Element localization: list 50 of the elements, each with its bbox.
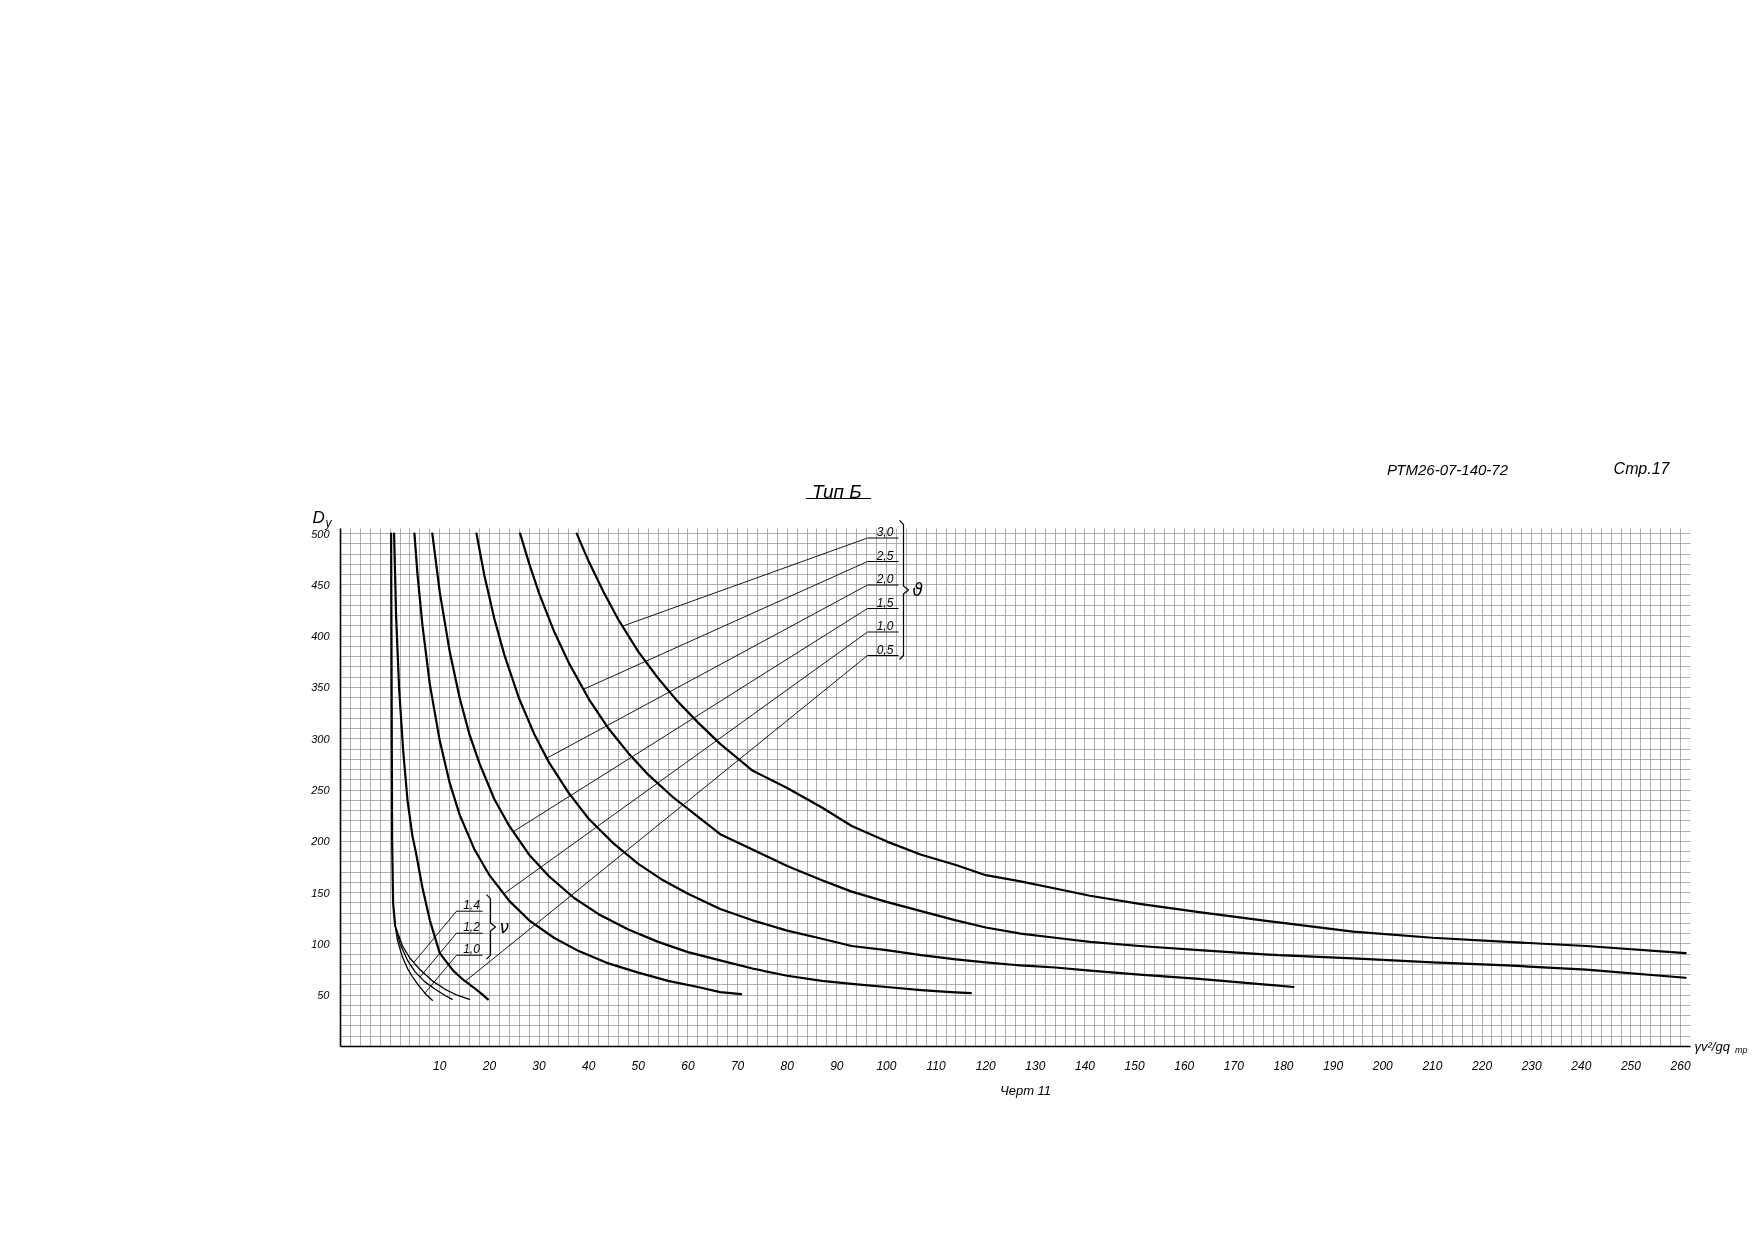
x-tick-label: 210 — [1421, 1058, 1443, 1073]
text: Стр.17 — [1613, 460, 1671, 477]
x-tick-label: 240 — [1570, 1058, 1592, 1073]
x-tick-label: 70 — [730, 1058, 745, 1073]
x-tick-label: 20 — [481, 1058, 497, 1073]
x-tick-label: 40 — [581, 1058, 596, 1073]
annotation: ν — [499, 916, 510, 937]
x-tick-label: 170 — [1223, 1058, 1245, 1073]
x-tick-label: 160 — [1174, 1058, 1195, 1073]
legend-label: 1,0 — [876, 619, 894, 633]
x-tick-label: 80 — [780, 1058, 795, 1073]
text: Черт 11 — [999, 1083, 1052, 1098]
x-tick-label: 140 — [1074, 1058, 1096, 1073]
y-tick-label: 400 — [311, 630, 331, 643]
x-tick-label: 110 — [926, 1058, 946, 1073]
y-tick-label: 200 — [310, 835, 331, 848]
x-tick-label: 10 — [433, 1058, 447, 1073]
x-tick-label: 230 — [1520, 1058, 1543, 1073]
legend-label: 1,0 — [463, 942, 481, 957]
x-tick-label: 250 — [1619, 1058, 1642, 1073]
x-tick-label: 30 — [532, 1058, 547, 1073]
x-tick-label: 150 — [1124, 1058, 1145, 1073]
x-tick-label: 190 — [1323, 1058, 1344, 1073]
x-tick-label: 180 — [1273, 1058, 1294, 1073]
y-tick-label: 450 — [311, 578, 331, 591]
annotation: ϑ — [912, 579, 924, 600]
x-tick-label: 50 — [631, 1058, 646, 1073]
text: 1,4 — [463, 898, 481, 913]
y-tick-label: 250 — [310, 784, 331, 797]
legend-label: 0,5 — [876, 642, 894, 657]
x-tick-label: 130 — [1025, 1058, 1046, 1073]
x-tick-label: 120 — [975, 1058, 997, 1073]
legend-label: 1,2 — [463, 920, 481, 935]
x-tick-label: 90 — [830, 1058, 844, 1073]
legend-label: 2,0 — [875, 572, 894, 586]
y-tick-label: 100 — [311, 937, 331, 950]
text: 3,0 — [876, 525, 894, 539]
x-tick-label: 220 — [1471, 1058, 1493, 1073]
legend-label: 2,5 — [875, 548, 894, 563]
y-tick-label: 350 — [311, 681, 331, 694]
x-tick-label: 200 — [1371, 1058, 1394, 1073]
x-tick-label: 60 — [681, 1058, 695, 1073]
legend-label: 1,5 — [876, 595, 894, 610]
text: РТМ26-07-140-72 — [1386, 461, 1509, 478]
x-tick-label: 100 — [876, 1058, 897, 1073]
y-tick-label: 50 — [317, 989, 331, 1002]
x-tick-label: 260 — [1669, 1058, 1691, 1073]
y-tick-label: 300 — [311, 732, 331, 745]
chart-title: Тип Б — [811, 481, 862, 502]
y-tick-label: 150 — [311, 886, 331, 899]
